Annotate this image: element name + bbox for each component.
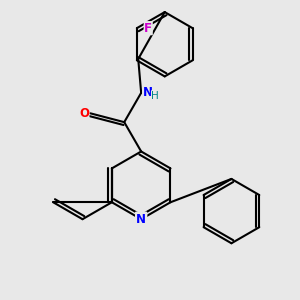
- Text: N: N: [142, 86, 153, 99]
- Text: H: H: [152, 91, 159, 101]
- Text: N: N: [136, 213, 146, 226]
- Text: F: F: [144, 22, 152, 35]
- Text: O: O: [79, 107, 89, 120]
